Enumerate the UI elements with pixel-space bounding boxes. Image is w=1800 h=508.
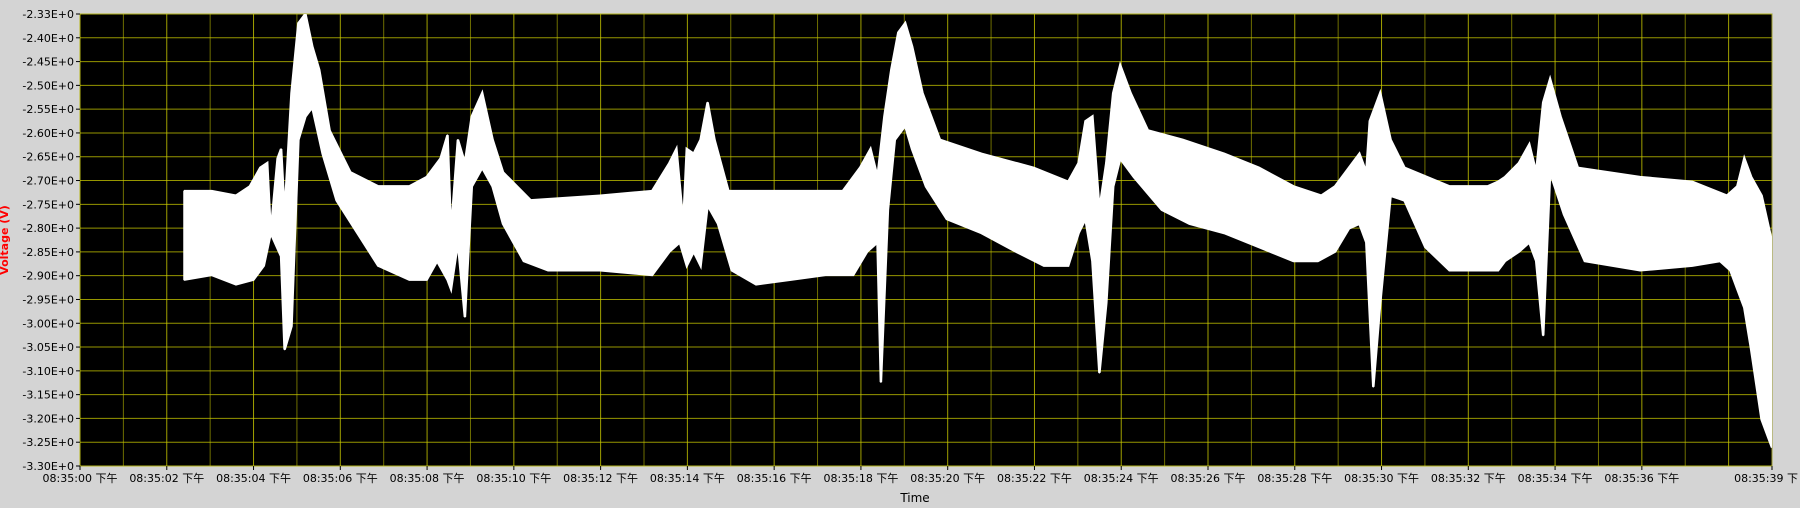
x-tick-label: 08:35:34 下午 <box>1518 472 1593 485</box>
y-tick-label: -2.40E+0 <box>22 32 74 45</box>
x-tick-label: 08:35:39 下 <box>1734 472 1798 485</box>
x-tick-label: 08:35:00 下午 <box>43 472 118 485</box>
y-tick-label: -3.25E+0 <box>22 436 74 449</box>
y-axis-label: Voltage (V) <box>0 205 11 275</box>
x-tick-label: 08:35:36 下午 <box>1604 472 1679 485</box>
x-tick-label: 08:35:16 下午 <box>737 472 812 485</box>
y-tick-label: -2.90E+0 <box>22 270 74 283</box>
y-tick-label: -2.85E+0 <box>22 246 74 259</box>
x-tick-label: 08:35:32 下午 <box>1431 472 1506 485</box>
x-tick-label: 08:35:02 下午 <box>129 472 204 485</box>
y-tick-label: -3.00E+0 <box>22 317 74 330</box>
y-axis-ticks: -2.33E+0 -2.40E+0 -2.45E+0 -2.50E+0 -2.55E+0… <box>22 8 80 473</box>
x-tick-label: 08:35:06 下午 <box>303 472 378 485</box>
x-tick-label: 08:35:10 下午 <box>476 472 551 485</box>
y-tick-label: -2.65E+0 <box>22 151 74 164</box>
plot-data-layer <box>183 14 1772 449</box>
y-tick-label: -2.70E+0 <box>22 175 74 188</box>
x-tick-label: 08:35:22 下午 <box>997 472 1072 485</box>
y-tick-label: -3.10E+0 <box>22 365 74 378</box>
x-tick-label: 08:35:14 下午 <box>650 472 725 485</box>
y-tick-label: -3.20E+0 <box>22 412 74 425</box>
waveform-lower-edge <box>183 104 1772 448</box>
x-tick-label: 08:35:08 下午 <box>390 472 465 485</box>
x-tick-label: 08:35:24 下午 <box>1084 472 1159 485</box>
x-tick-label: 08:35:18 下午 <box>823 472 898 485</box>
x-tick-label: 08:35:04 下午 <box>216 472 291 485</box>
waveform-upper-edge <box>184 14 1772 243</box>
y-tick-label: -2.50E+0 <box>22 79 74 92</box>
y-tick-label: -2.95E+0 <box>22 293 74 306</box>
y-tick-label: -2.75E+0 <box>22 198 74 211</box>
x-tick-label: 08:35:26 下午 <box>1171 472 1246 485</box>
y-tick-label: -3.15E+0 <box>22 389 74 402</box>
x-tick-label: 08:35:28 下午 <box>1257 472 1332 485</box>
x-tick-label: 08:35:30 下午 <box>1344 472 1419 485</box>
x-tick-label: 08:35:20 下午 <box>910 472 985 485</box>
y-tick-label: -3.30E+0 <box>22 460 74 473</box>
y-tick-label: -2.60E+0 <box>22 127 74 140</box>
y-tick-label: -2.45E+0 <box>22 56 74 69</box>
y-tick-label: -3.05E+0 <box>22 341 74 354</box>
y-tick-label: -2.80E+0 <box>22 222 74 235</box>
y-tick-label: -2.33E+0 <box>22 8 74 21</box>
x-axis-ticks: 08:35:00 下午 08:35:02 下午 08:35:04 下午 08:35:0… <box>43 466 1798 485</box>
y-tick-label: -2.55E+0 <box>22 103 74 116</box>
x-tick-label: 08:35:12 下午 <box>563 472 638 485</box>
x-axis-label: Time <box>899 491 929 504</box>
